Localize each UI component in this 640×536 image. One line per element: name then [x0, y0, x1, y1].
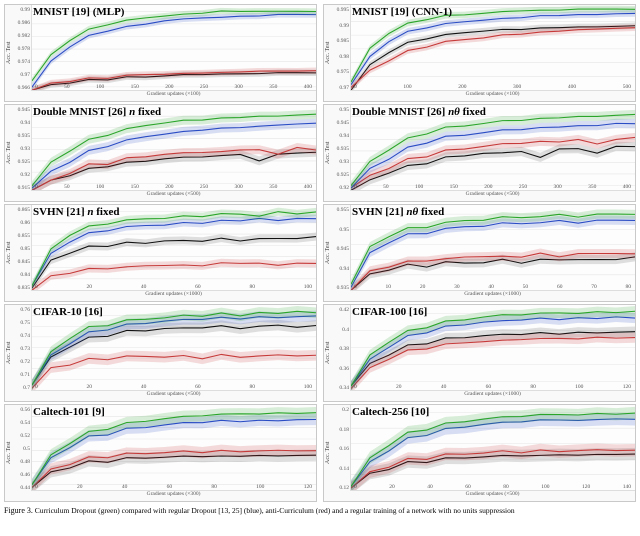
y-ticks: 0.8650.860.8550.850.8450.840.835 — [13, 205, 31, 301]
y-axis-label: Acc. Test — [324, 405, 332, 501]
y-axis-label: Acc. Test — [5, 305, 13, 401]
figure-caption-text: Curriculum Dropout (green) compared with… — [35, 506, 515, 515]
x-axis-label: Gradient updates (×100) — [33, 91, 314, 101]
panel-title: SVHN [21] n fixed — [33, 206, 120, 218]
panel-title: MNIST [19] (CNN-1) — [352, 6, 452, 18]
panel-title: Caltech-101 [9] — [33, 406, 105, 418]
x-axis-label: Gradient updates (×1000) — [352, 391, 633, 401]
chart-panel-svhn-ntheta: SVHN [21] nθ fixed Acc. Test0.9550.950.94… — [323, 204, 636, 302]
panel-title: SVHN [21] nθ fixed — [352, 206, 444, 218]
y-axis-label: Acc. Test — [324, 5, 332, 101]
panel-title: MNIST [19] (MLP) — [33, 6, 124, 18]
y-ticks: 0.420.40.380.360.34 — [332, 305, 350, 401]
y-ticks: 0.9950.990.9850.980.9750.97 — [332, 5, 350, 101]
panel-title: CIFAR-100 [16] — [352, 306, 427, 318]
panel-title: CIFAR-10 [16] — [33, 306, 103, 318]
series-band-anticurriculum — [351, 133, 635, 190]
chart-grid: MNIST [19] (MLP)Acc. Test0.990.9860.9820… — [4, 4, 636, 502]
panel-title: Double MNIST [26] nθ fixed — [352, 106, 486, 118]
x-axis-label: Gradient updates (×500) — [33, 391, 314, 401]
y-ticks: 0.990.9860.9820.9780.9740.970.966 — [13, 5, 31, 101]
chart-panel-mnist-cnn1: MNIST [19] (CNN-1) Acc. Test0.9950.990.98… — [323, 4, 636, 102]
y-axis-label: Acc. Test — [5, 5, 13, 101]
chart-panel-svhn-n: SVHN [21] n fixed Acc. Test0.8650.860.855… — [4, 204, 317, 302]
y-axis-label: Acc. Test — [5, 105, 13, 201]
x-axis-label: Gradient updates (×500) — [352, 191, 633, 201]
x-axis-label: Gradient updates (×500) — [352, 491, 633, 501]
y-axis-label: Acc. Test — [5, 205, 13, 301]
series-band-anticurriculum — [351, 24, 635, 90]
y-ticks: 0.760.750.740.730.720.710.7 — [13, 305, 31, 401]
y-ticks: 0.20.180.160.140.12 — [332, 405, 350, 501]
chart-panel-caltech256: Caltech-256 [10] Acc. Test0.20.180.160.14… — [323, 404, 636, 502]
y-axis-label: Acc. Test — [324, 305, 332, 401]
y-axis-label: Acc. Test — [324, 105, 332, 201]
x-axis-label: Gradient updates (×100) — [352, 91, 633, 101]
y-ticks: 0.9450.940.9350.930.9250.920.915 — [13, 105, 31, 201]
chart-panel-dmnist-n: Double MNIST [26] n fixed Acc. Test0.9450… — [4, 104, 317, 202]
y-ticks: 0.950.9450.940.9350.930.9250.92 — [332, 105, 350, 201]
x-axis-label: Gradient updates (×1000) — [33, 291, 314, 301]
figure-number: Figure 3. — [4, 506, 33, 515]
y-axis-label: Acc. Test — [5, 405, 13, 501]
x-axis-label: Gradient updates (×300) — [33, 491, 314, 501]
figure-caption: Figure 3. Curriculum Dropout (green) com… — [4, 506, 636, 516]
panel-title: Caltech-256 [10] — [352, 406, 429, 418]
chart-panel-mnist-mlp: MNIST [19] (MLP) Acc. Test0.990.9860.9820… — [4, 4, 317, 102]
y-axis-label: Acc. Test — [324, 205, 332, 301]
chart-panel-cifar10: CIFAR-10 [16] Acc. Test0.760.750.740.730.… — [4, 304, 317, 402]
chart-panel-cifar100: CIFAR-100 [16] Acc. Test0.420.40.380.360.… — [323, 304, 636, 402]
chart-panel-dmnist-ntheta: Double MNIST [26] nθ fixed Acc. Test0.950… — [323, 104, 636, 202]
x-axis-label: Gradient updates (×1000) — [352, 291, 633, 301]
y-ticks: 0.9550.950.9450.940.935 — [332, 205, 350, 301]
y-ticks: 0.560.540.520.50.480.460.44 — [13, 405, 31, 501]
panel-title: Double MNIST [26] n fixed — [33, 106, 161, 118]
x-axis-label: Gradient updates (×500) — [33, 191, 314, 201]
chart-panel-caltech101: Caltech-101 [9] Acc. Test0.560.540.520.50… — [4, 404, 317, 502]
